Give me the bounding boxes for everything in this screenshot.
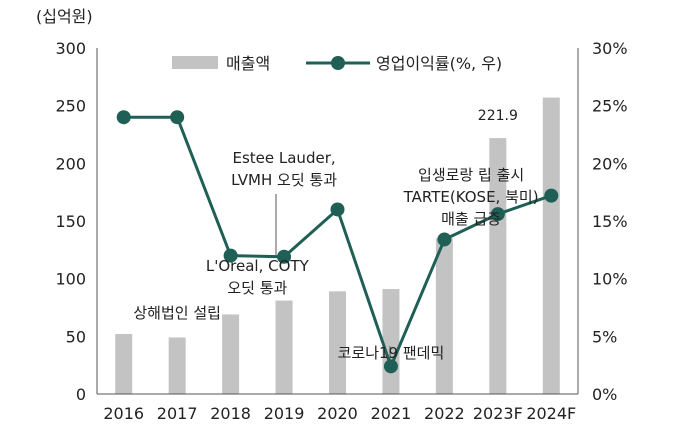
annotations: 상해법인 설립 L'Oreal, COTY 오딧 통과 Estee Lauder, LV… [133, 149, 538, 362]
legend-bar-label: 매출액 [226, 54, 270, 73]
y-right-tick-label: 5% [592, 327, 617, 346]
bar-2022 [435, 238, 453, 394]
x-tick-label: 2023F [473, 404, 523, 423]
y-right-tick-label: 0% [592, 385, 617, 404]
bar-2024F [542, 97, 560, 395]
x-tick-labels: 2016 2017 2018 2019 2020 2021 2022 2023F 2024F [103, 404, 576, 423]
x-tick-label: 2022 [424, 404, 465, 423]
y-right-tick-label: 20% [592, 154, 628, 173]
x-tick-label: 2018 [210, 404, 251, 423]
annotation-text: Estee Lauder, [232, 149, 335, 167]
y-axis-unit-label: (십억원) [36, 7, 93, 26]
bars [115, 97, 560, 395]
y-right-tick-label: 30% [592, 39, 628, 58]
line-point-2022 [437, 232, 452, 247]
bar-2018 [222, 314, 240, 394]
line-point-2024F [544, 188, 559, 203]
y-left-tick-label: 50 [66, 327, 86, 346]
annotation-text: 오딧 통과 [227, 279, 287, 297]
y-left-tick-label: 150 [55, 212, 86, 231]
bar-2017 [168, 337, 186, 394]
line-point-2017 [170, 110, 185, 125]
line-point-2021 [383, 359, 398, 374]
annotation-text: 코로나19 팬데믹 [338, 344, 445, 362]
y-left-tick-label: 200 [55, 154, 86, 173]
legend-line-marker [331, 56, 345, 70]
y-right-tick-labels: 0% 5% 10% 15% 20% 25% 30% [592, 39, 628, 404]
y-left-tick-label: 300 [55, 39, 86, 58]
y-right-tick-label: 10% [592, 270, 628, 289]
x-tick-label: 2020 [317, 404, 358, 423]
line-point-2016 [116, 110, 131, 125]
legend-bar-swatch [172, 56, 218, 69]
annotation-text: L'Oreal, COTY [206, 257, 310, 275]
line-point-2023F [490, 207, 505, 222]
bar-2021 [382, 289, 400, 394]
x-tick-label: 2024F [526, 404, 576, 423]
bar-2020 [329, 291, 346, 394]
y-left-tick-label: 250 [55, 97, 86, 116]
legend-line-label: 영업이익률(%, 우) [376, 54, 502, 73]
y-left-tick-labels: 0 50 100 150 200 250 300 [55, 39, 86, 404]
x-tick-label: 2021 [371, 404, 412, 423]
y-right-tick-label: 25% [592, 97, 628, 116]
bar-2023F [489, 138, 507, 394]
bar-2019 [275, 300, 293, 394]
y-left-tick-label: 0 [76, 385, 86, 404]
legend: 매출액 영업이익률(%, 우) [172, 54, 502, 73]
y-right-tick-label: 15% [592, 212, 628, 231]
bar-2016 [115, 334, 133, 394]
line-point-2019 [277, 249, 292, 264]
annotation-text: 상해법인 설립 [133, 304, 221, 322]
annotation-text: 입생로랑 립 출시 [418, 166, 524, 184]
line-point-2020 [330, 202, 345, 217]
annotation-text: LVMH 오딧 통과 [231, 171, 337, 189]
bar-value-label-2023F: 221.9 [478, 108, 518, 124]
annotation-text: 매출 급증 [441, 210, 501, 228]
x-tick-label: 2016 [103, 404, 144, 423]
y-left-tick-label: 100 [55, 270, 86, 289]
x-tick-label: 2017 [157, 404, 198, 423]
line-point-2018 [223, 248, 238, 263]
operating-margin-line [116, 110, 559, 374]
annotation-text: TARTE(KOSE, 북미) [403, 188, 539, 206]
x-tick-label: 2019 [264, 404, 305, 423]
